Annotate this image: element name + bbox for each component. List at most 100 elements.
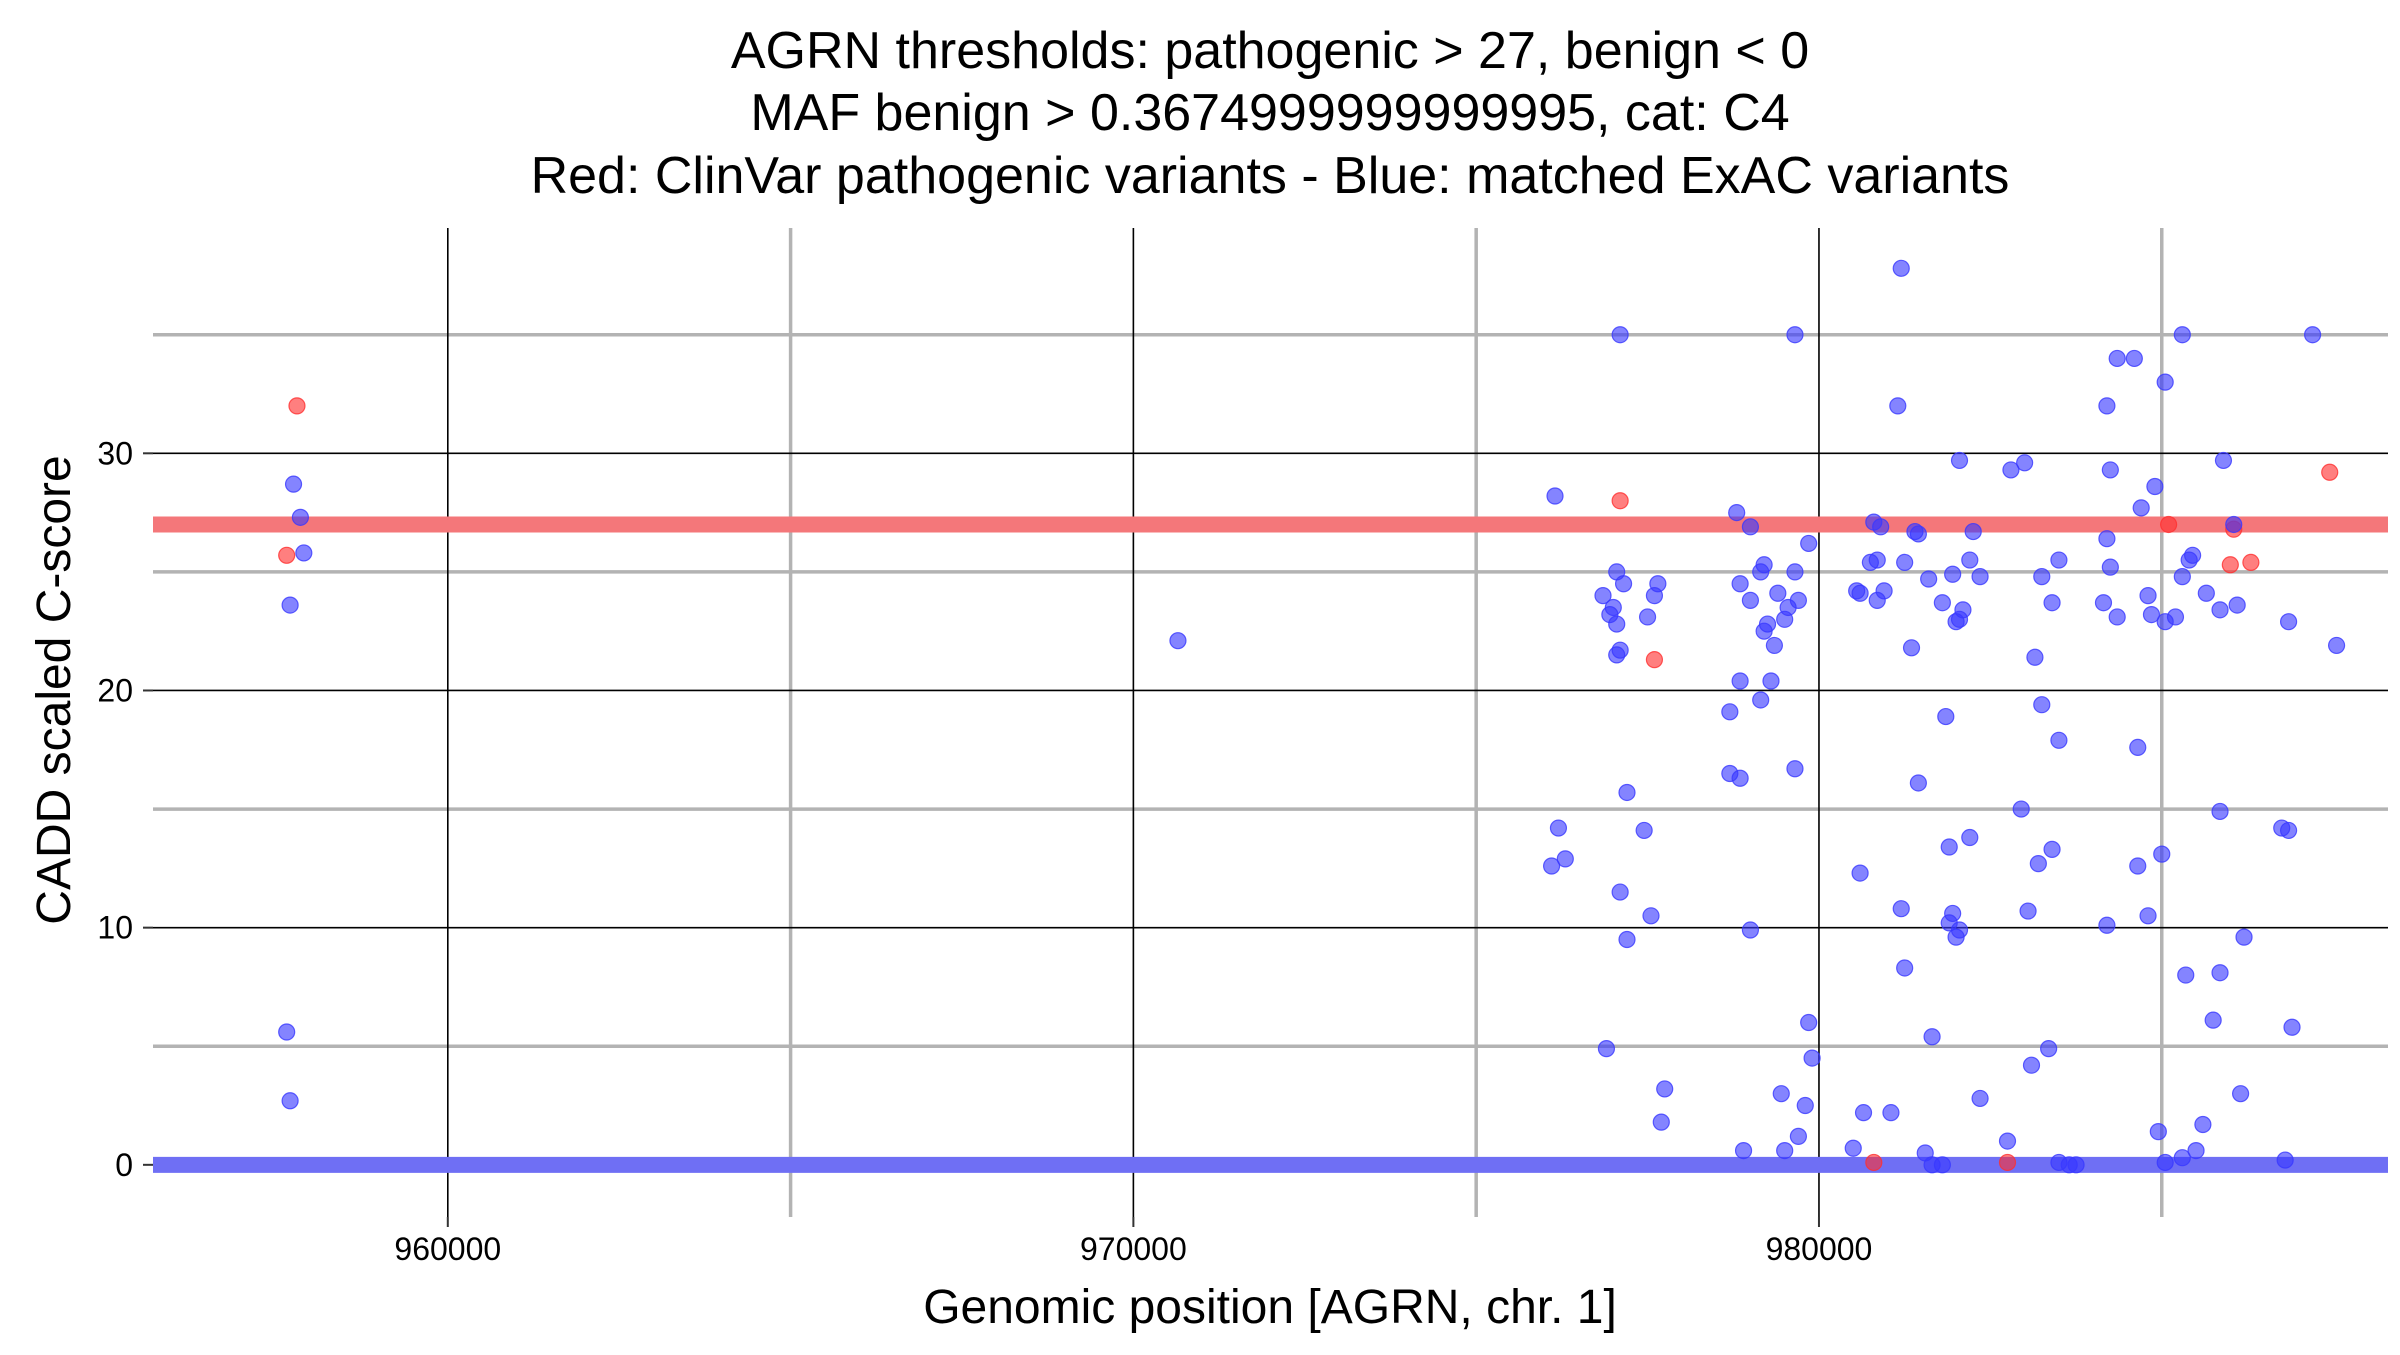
y-tick-label: 10 <box>97 910 133 946</box>
exac-point <box>2098 397 2116 415</box>
exac-point <box>2142 605 2161 624</box>
exac-point <box>2139 907 2157 925</box>
exac-point <box>2033 696 2051 714</box>
exac-point <box>1868 591 1886 609</box>
exac-point <box>2043 840 2061 858</box>
title-line-3: Red: ClinVar pathogenic variants - Blue:… <box>531 147 2010 205</box>
exac-point <box>1896 553 1914 572</box>
exac-point <box>2156 373 2174 391</box>
exac-point <box>1998 1132 2017 1150</box>
exac-point <box>1635 821 1653 840</box>
exac-point <box>1776 1141 1794 1160</box>
y-tick-label: 0 <box>115 1147 133 1183</box>
exac-point <box>2129 738 2147 757</box>
x-axis-title: Genomic position [AGRN, chr. 1] <box>923 1281 1617 1334</box>
exac-point <box>2149 1123 2167 1141</box>
exac-point <box>1556 850 1574 868</box>
exac-point <box>1944 904 1962 923</box>
exac-point <box>2012 800 2030 818</box>
exac-point <box>1638 608 1657 626</box>
exac-point <box>2050 731 2068 749</box>
exac-point <box>1721 703 1739 721</box>
x-tick-label: 970000 <box>1080 1231 1187 1267</box>
exac-point <box>2303 326 2322 344</box>
exac-point <box>2194 1115 2212 1134</box>
exac-point <box>2043 594 2061 612</box>
exac-point <box>1964 522 1982 541</box>
exac-point <box>2279 821 2298 840</box>
exac-point <box>1868 551 1886 569</box>
exac-point <box>1923 1028 1941 1046</box>
clinvar-point <box>1998 1153 2017 1172</box>
exac-point <box>1937 707 1955 726</box>
exac-point <box>278 1023 296 1041</box>
exac-point <box>1892 259 1910 277</box>
grid-minor <box>153 228 2388 1217</box>
exac-point <box>2094 594 2113 612</box>
exac-point <box>2050 551 2068 569</box>
exac-point <box>2276 1151 2294 1169</box>
exac-point <box>2146 477 2164 496</box>
exac-point <box>2228 596 2246 614</box>
clinvar-point <box>2221 556 2239 574</box>
exac-point <box>1940 838 1958 856</box>
chart-title: AGRN thresholds: pathogenic > 27, benign… <box>531 22 2010 205</box>
exac-point <box>1889 397 1907 415</box>
points-layer <box>278 259 2346 1174</box>
exac-point <box>1762 672 1780 690</box>
clinvar-point <box>278 546 296 564</box>
exac-point <box>2129 857 2147 875</box>
exac-point <box>1844 1139 1862 1157</box>
exac-point <box>2125 349 2143 368</box>
exac-point <box>1944 565 1962 583</box>
exac-point <box>1909 525 1927 543</box>
exac-point <box>2279 613 2298 631</box>
exac-point <box>281 596 299 614</box>
clinvar-point <box>2160 515 2178 534</box>
exac-point <box>1594 587 1612 605</box>
exac-point <box>1947 928 1965 946</box>
exac-point <box>2019 902 2037 920</box>
exac-point <box>2166 608 2185 626</box>
exac-point <box>2098 530 2116 548</box>
title-line-2: MAF benign > 0.3674999999999995, cat: C4 <box>750 84 1789 142</box>
exac-point <box>2211 802 2229 821</box>
y-axis-ticks: 0 10 20 30 <box>97 435 153 1183</box>
exac-point <box>2153 845 2171 863</box>
exac-point <box>1169 632 1187 650</box>
exac-point <box>1752 691 1770 709</box>
exac-point <box>1961 828 1979 847</box>
exac-point <box>1734 1141 1753 1160</box>
exac-point <box>2173 568 2191 586</box>
exac-point <box>1731 672 1749 690</box>
exac-point <box>1758 615 1777 633</box>
exac-point <box>2173 326 2191 344</box>
exac-point <box>1649 575 1667 593</box>
exac-point <box>1597 1040 1616 1058</box>
exac-point <box>1786 563 1804 581</box>
exac-point <box>281 1092 299 1110</box>
exac-point <box>1741 518 1760 536</box>
exac-point <box>1789 591 1807 609</box>
exac-point <box>1765 636 1784 655</box>
exac-point <box>1796 1096 1814 1115</box>
exac-point <box>1755 556 1773 574</box>
exac-point <box>2002 461 2020 479</box>
exac-point <box>2187 1141 2205 1160</box>
exac-point <box>1611 641 1629 659</box>
clinvar-point <box>1645 651 1664 669</box>
exac-point <box>2029 855 2047 873</box>
exac-point <box>1882 1104 1900 1122</box>
exac-point <box>2177 966 2195 984</box>
exac-point <box>1549 819 1568 837</box>
exac-point <box>1618 783 1636 802</box>
exac-point <box>2204 1011 2222 1029</box>
exac-point <box>2231 1085 2250 1103</box>
x-tick-label: 960000 <box>394 1231 501 1267</box>
y-tick-label: 30 <box>97 435 133 471</box>
exac-point <box>1614 575 1633 593</box>
clinvar-point <box>2321 463 2339 481</box>
y-tick-label: 20 <box>97 672 133 708</box>
